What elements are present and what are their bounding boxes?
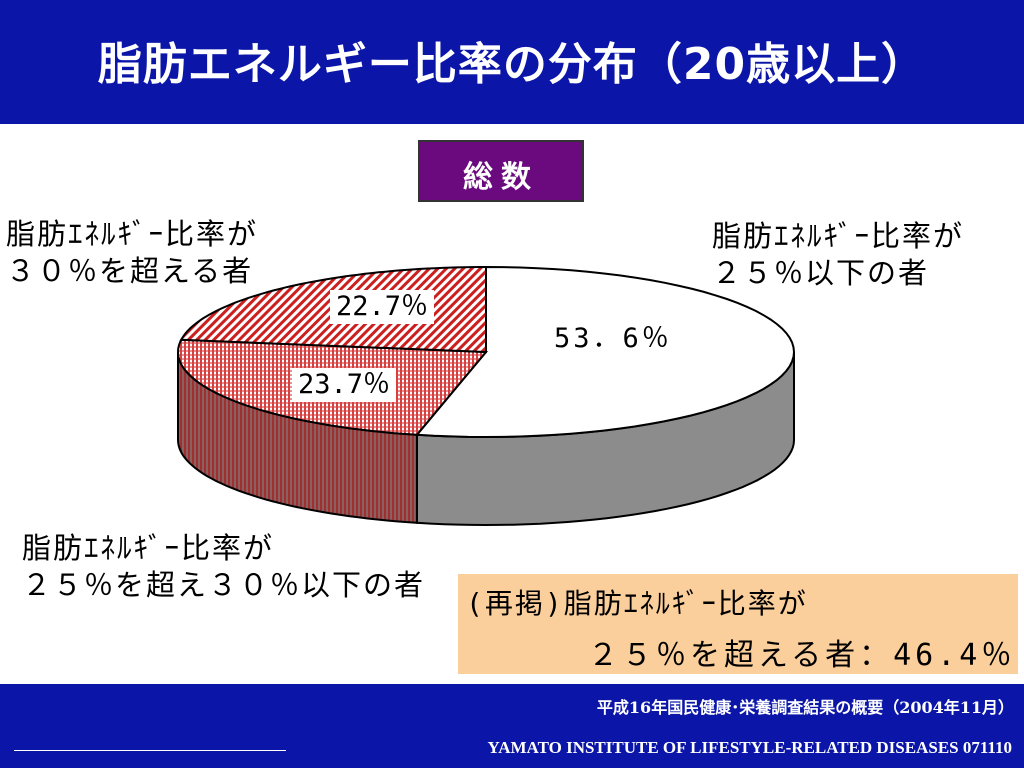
label-mid-line1: 脂肪ｴﾈﾙｷﾞｰ比率が xyxy=(22,531,275,565)
pie-slice-under25 xyxy=(414,265,796,439)
title-banner: 脂肪エネルギー比率の分布（20歳以上） xyxy=(0,0,1024,124)
label-under25-line1: 脂肪ｴﾈﾙｷﾞｰ比率が xyxy=(712,219,965,253)
label-under25-line2: ２５％以下の者 xyxy=(712,256,930,290)
page-title: 脂肪エネルギー比率の分布（20歳以上） xyxy=(97,39,927,90)
label-over30: 脂肪ｴﾈﾙｷﾞｰ比率が ３０％を超える者 xyxy=(6,216,258,290)
footer-banner: 平成16年国民健康･栄養調査結果の概要（2004年11月） YAMATO INS… xyxy=(0,684,1024,768)
note-line2: ２５％を超える者：46.4％ xyxy=(588,638,1016,673)
label-under25: 脂肪ｴﾈﾙｷﾞｰ比率が ２５％以下の者 xyxy=(712,218,964,292)
data-label-under25: 53．6％ xyxy=(554,323,672,354)
note-box: (再掲)脂肪ｴﾈﾙｷﾞｰ比率が ２５％を超える者：46.4％ xyxy=(458,574,1018,674)
footer-organization: YAMATO INSTITUTE OF LIFESTYLE-RELATED DI… xyxy=(487,738,1012,757)
subtitle-label: 総数 xyxy=(463,160,539,195)
footer-source: 平成16年国民健康･栄養調査結果の概要（2004年11月） xyxy=(596,698,1014,717)
data-label-mid: 23.7％ xyxy=(292,368,397,402)
pie-top-slices xyxy=(176,265,796,439)
label-over30-line1: 脂肪ｴﾈﾙｷﾞｰ比率が xyxy=(6,217,259,251)
label-mid: 脂肪ｴﾈﾙｷﾞｰ比率が ２５％を超え３０％以下の者 xyxy=(22,530,425,604)
data-label-over30: 22.7％ xyxy=(330,290,435,324)
footer-divider xyxy=(14,750,286,751)
note-line1: (再掲)脂肪ｴﾈﾙｷﾞｰ比率が xyxy=(466,587,808,620)
label-over30-line2: ３０％を超える者 xyxy=(6,254,254,288)
subtitle-badge: 総数 xyxy=(418,140,584,202)
pie-chart xyxy=(176,265,796,527)
label-mid-line2: ２５％を超え３０％以下の者 xyxy=(22,568,426,602)
